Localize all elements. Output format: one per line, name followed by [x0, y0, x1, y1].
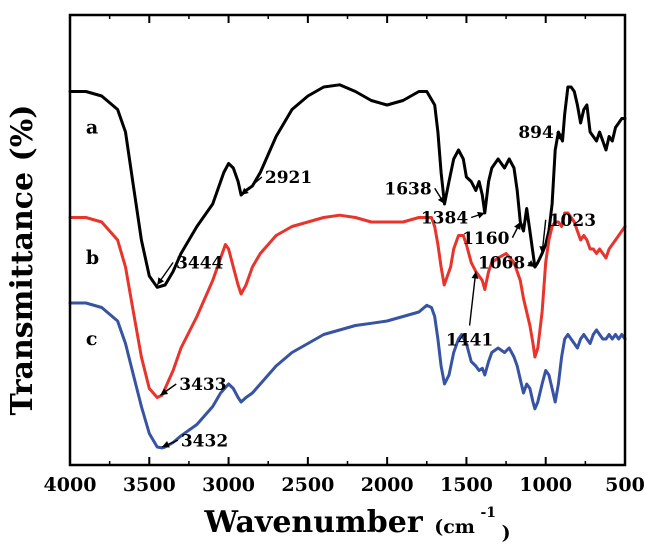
annotation-label-3444: 3444 [176, 254, 223, 274]
series-line-a [68, 83, 627, 289]
x-tick-layer: 4000 3500 3000 2500 2000 1500 1000 500 [44, 15, 645, 496]
y-axis-title: Transmittance (%) [5, 105, 40, 416]
series-layer [68, 83, 627, 450]
annotation-arrowhead-1384 [477, 211, 485, 219]
annotation-arrowhead-1068 [527, 260, 535, 267]
x-axis-title: Wavenumber (cm -1 ) [203, 502, 510, 544]
x-tick-label-1000: 1000 [519, 474, 572, 496]
x-axis-title-unit-close: ) [502, 522, 511, 544]
annotation-label-2921: 2921 [265, 168, 312, 188]
x-tick-label-2500: 2500 [281, 474, 334, 496]
x-tick-label-2000: 2000 [361, 474, 414, 496]
x-axis-title-unit-exponent: -1 [480, 505, 496, 521]
series-label-c: c [86, 328, 98, 350]
annotation-label-1068: 1068 [478, 254, 525, 274]
x-axis-title-unit: (cm [434, 516, 475, 538]
annotation-label-1384: 1384 [421, 209, 468, 229]
x-tick-label-3500: 3500 [123, 474, 176, 496]
x-tick-label-4000: 4000 [44, 474, 97, 496]
annotation-arrowhead-894 [555, 133, 563, 141]
series-line-c [68, 301, 627, 450]
annotation-arrow-1441 [468, 271, 477, 326]
x-tick-label-500: 500 [605, 474, 645, 496]
annotation-arrowhead-1160 [514, 222, 521, 230]
annotation-label-1160: 1160 [462, 229, 509, 249]
annotation-label-3432: 3432 [181, 431, 228, 451]
x-tick-label-1500: 1500 [440, 474, 493, 496]
annotation-label-894: 894 [518, 123, 554, 143]
annotation-arrowhead-1441 [471, 271, 479, 279]
annotation-label-3433: 3433 [179, 375, 226, 395]
series-label-b: b [86, 247, 99, 269]
series-line-b [68, 211, 627, 399]
plot-frame [68, 13, 627, 467]
annotation-label-1441: 1441 [446, 331, 493, 351]
annotation-label-1638: 1638 [384, 179, 431, 199]
x-axis-title-main: Wavenumber [203, 505, 423, 540]
series-label-a: a [86, 117, 98, 139]
annotation-arrowhead-3433 [160, 388, 169, 396]
annotation-arrowhead-3444 [157, 277, 165, 285]
annotation-arrowhead-3432 [161, 441, 170, 448]
annotation-arrowhead-1638 [437, 196, 445, 204]
annotation-label-1023: 1023 [549, 211, 596, 231]
x-tick-label-3000: 3000 [202, 474, 255, 496]
annotation-layer: a b c 2921 1638 1384 894 1160 1023 1068 3444 1441 34… [86, 117, 596, 452]
annotation-arrowhead-2921 [241, 187, 249, 195]
annotation-arrowhead-1023 [539, 246, 547, 254]
